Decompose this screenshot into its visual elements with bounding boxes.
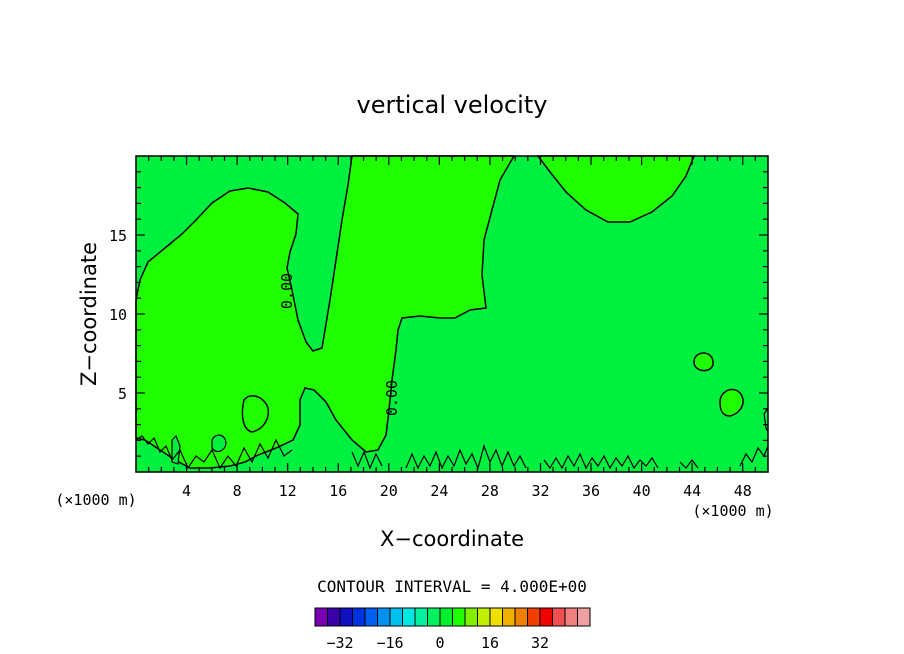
- colorbar-swatch: [452, 607, 466, 627]
- y-tick-label: 10: [109, 306, 127, 324]
- colorbar: [314, 607, 591, 627]
- colorbar-swatch: [339, 607, 353, 627]
- colorbar-swatch: [489, 607, 503, 627]
- x-tick-label: 4: [182, 482, 191, 500]
- x-tick-label: 40: [633, 482, 651, 500]
- colorbar-swatch: [377, 607, 391, 627]
- positive-region-left: [135, 155, 516, 469]
- negative-pocket-2: [211, 434, 227, 453]
- colorbar-swatch: [539, 607, 553, 627]
- colorbar-swatch: [427, 607, 441, 627]
- x-tick-label: 48: [734, 482, 752, 500]
- x-axis-label: X−coordinate: [380, 527, 524, 551]
- positive-region-top-right: [536, 155, 696, 223]
- colorbar-tick-label: 0: [435, 634, 444, 652]
- x-tick-label: 8: [233, 482, 242, 500]
- colorbar-swatch: [402, 607, 416, 627]
- colorbar-swatch: [352, 607, 366, 627]
- y-tick-label: 5: [118, 385, 127, 403]
- colorbar-swatch: [477, 607, 491, 627]
- contour-label: 0.00: [278, 273, 296, 309]
- colorbar-swatch: [364, 607, 378, 627]
- colorbar-swatch: [389, 607, 403, 627]
- colorbar-swatch: [439, 607, 453, 627]
- colorbar-tick-labels: −32 −16 0 16 32: [326, 634, 549, 652]
- x-tick-label: 32: [531, 482, 549, 500]
- colorbar-swatch: [464, 607, 478, 627]
- colorbar-swatch: [327, 607, 341, 627]
- y-axis-label: Z−coordinate: [77, 242, 101, 386]
- x-axis-ticks: 4 8 12 16 20 24 28 32 36 40 44 48: [148, 156, 756, 500]
- positive-blob-1: [693, 352, 714, 372]
- plot-area: 0.00 0.00: [135, 155, 769, 473]
- colorbar-swatch: [552, 607, 566, 627]
- colorbar-swatch: [527, 607, 541, 627]
- colorbar-tick-label: 16: [481, 634, 499, 652]
- y-axis-ticks: 5 10 15: [109, 171, 768, 457]
- x-tick-label: 12: [279, 482, 297, 500]
- x-tick-label: 36: [582, 482, 600, 500]
- x-tick-label: 16: [329, 482, 347, 500]
- colorbar-swatch: [314, 607, 328, 627]
- colorbar-swatch: [414, 607, 428, 627]
- positive-blob-3: [241, 395, 270, 433]
- surface-noise-contour: [135, 407, 769, 470]
- colorbar-tick-label: 32: [531, 634, 549, 652]
- colorbar-swatch: [564, 607, 578, 627]
- x-tick-label: 24: [430, 482, 448, 500]
- x-tick-label: 44: [683, 482, 701, 500]
- colorbar-tick-label: −16: [376, 634, 403, 652]
- x-tick-label: 20: [380, 482, 398, 500]
- y-tick-label: 15: [109, 227, 127, 245]
- colorbar-swatch: [514, 607, 528, 627]
- x-unit-label-left: (×1000 m): [55, 491, 136, 509]
- contour-label: 0.00: [383, 380, 401, 416]
- positive-regions: [135, 155, 744, 469]
- chart-title: vertical velocity: [357, 91, 548, 119]
- x-tick-label: 28: [481, 482, 499, 500]
- colorbar-tick-label: −32: [326, 634, 353, 652]
- contour-interval-text: CONTOUR INTERVAL = 4.000E+00: [317, 577, 587, 596]
- positive-blob-2: [719, 388, 744, 417]
- x-unit-label-right: (×1000 m): [692, 502, 773, 520]
- colorbar-swatch: [502, 607, 516, 627]
- colorbar-swatch: [577, 607, 591, 627]
